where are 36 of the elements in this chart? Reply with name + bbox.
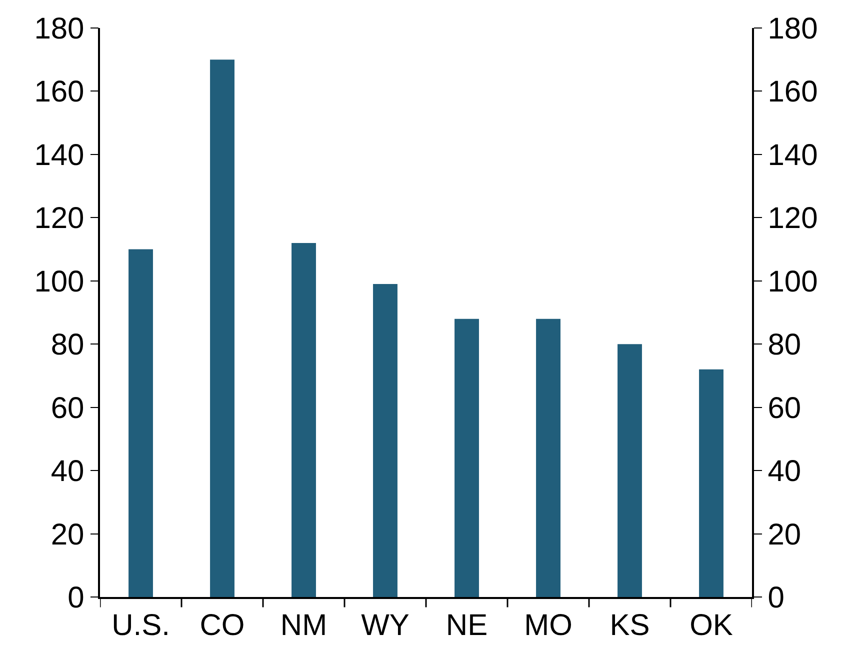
y-tick-label: 180 [34,12,84,46]
x-tick-label: NM [280,608,328,642]
bar [128,249,153,597]
x-tick-label: NE [446,608,488,642]
y2-tick-label: 100 [768,265,818,298]
y2-tick-label: 180 [768,12,818,46]
y2-tick-label: 140 [768,138,818,172]
bar [373,284,398,597]
x-tick-label: CO [200,608,245,642]
y-tick-label: 140 [34,138,84,172]
y2-tick-label: 160 [768,76,818,109]
bar [454,318,479,597]
bar [292,242,316,597]
y-tick-label: 40 [50,455,84,488]
y2-tick-label: 0 [768,582,784,614]
y-tick-label: 20 [50,518,84,552]
y2-tick-label: 20 [768,518,802,552]
bar [699,369,724,597]
y-tick-label: 60 [50,392,84,425]
y-tick-label: 120 [34,202,84,236]
y-tick-label: 80 [50,328,84,362]
x-tick-label: KS [610,608,650,642]
y-tick-label: 100 [34,265,84,298]
y2-tick-label: 80 [768,328,802,362]
y2-tick-label: 40 [768,455,802,488]
y2-tick-label: 120 [768,202,818,236]
y-tick-label: 0 [68,582,84,614]
y2-tick-label: 60 [768,392,802,425]
bar [536,318,560,597]
x-tick-label: OK [690,608,733,642]
x-tick-label: WY [361,608,410,642]
bar [210,60,234,597]
x-tick-label: MO [524,608,572,642]
y-tick-label: 160 [34,76,84,109]
x-tick-label: U.S. [112,608,170,642]
bar [618,344,642,597]
